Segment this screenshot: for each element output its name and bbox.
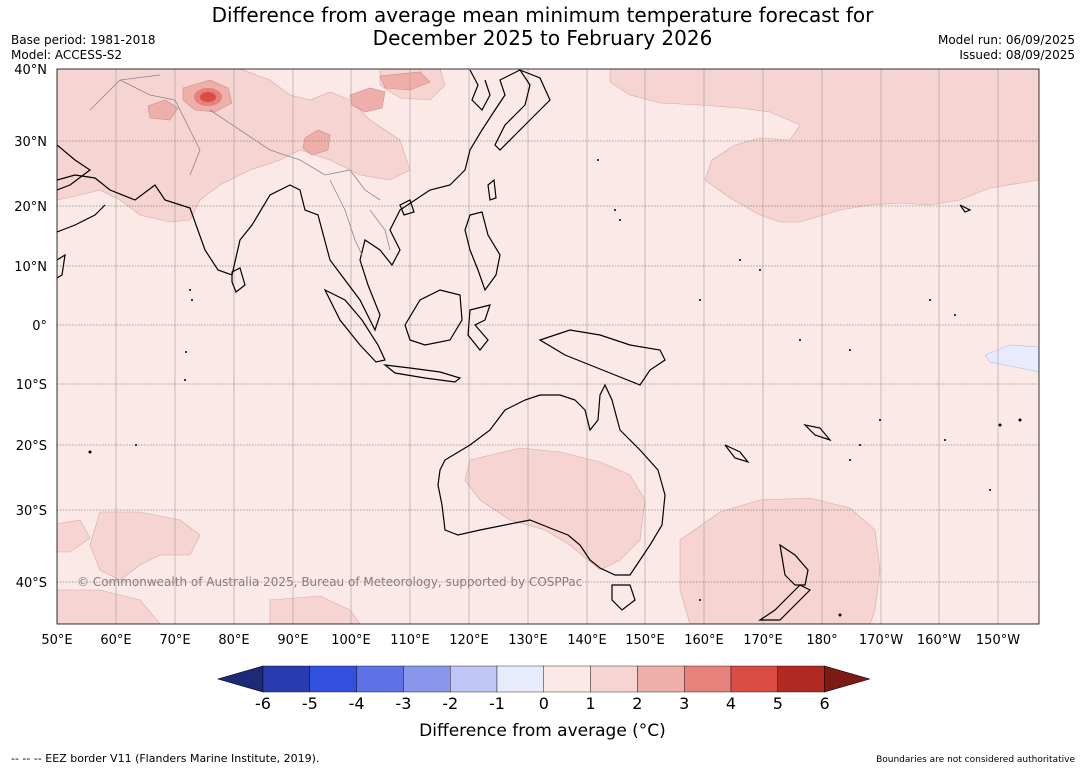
colorbar-title: Difference from average (°C) <box>419 721 666 741</box>
colorbar-segment <box>590 665 638 693</box>
lat-label: 40°N <box>14 63 47 78</box>
lat-label: 30°N <box>14 135 47 150</box>
title-line-1: Difference from average mean minimum tem… <box>211 3 874 27</box>
issued-date: Issued: 08/09/2025 <box>959 48 1075 62</box>
colorbar-tick-label: -5 <box>302 694 318 713</box>
colorbar-tick-label: -2 <box>442 694 458 713</box>
lon-label: 150°W <box>976 633 1020 648</box>
longitude-labels: 50°E 60°E 70°E 80°E 90°E 100°E 110°E 120… <box>41 633 1020 648</box>
colorbar-tick-label: -1 <box>489 694 505 713</box>
lon-label: 50°E <box>41 633 72 648</box>
country-borders <box>89 74 391 256</box>
lat-label: 10°S <box>16 378 47 393</box>
colorbar-segment <box>356 665 404 693</box>
colorbar-tick-label: 2 <box>632 694 642 713</box>
metadata-left: Base period: 1981-2018 Model: ACCESS-S2 <box>11 33 156 63</box>
colorbar-tick-label: 4 <box>726 694 736 713</box>
lon-label: 120°E <box>449 633 489 648</box>
map-frame <box>56 68 1040 625</box>
anomaly-1-2-regions <box>57 69 1039 624</box>
colorbar-segment <box>262 665 310 693</box>
lon-label: 100°E <box>331 633 371 648</box>
anomaly-4-5-region <box>200 92 216 102</box>
small-islands <box>88 159 1022 617</box>
lon-label: 80°E <box>218 633 249 648</box>
colorbar-segment <box>309 665 357 693</box>
coastlines <box>57 69 972 621</box>
graticule <box>57 69 999 624</box>
model-run: Model run: 06/09/2025 <box>937 33 1075 47</box>
lat-label: 30°S <box>16 504 47 519</box>
lon-label: 150°E <box>625 633 665 648</box>
colorbar-tick-label: 0 <box>539 694 549 713</box>
colorbar-tick-label: 6 <box>820 694 830 713</box>
eez-border-legend: -- -- -- EEZ border V11 (Flanders Marine… <box>11 752 320 765</box>
colorbar-segment <box>637 665 685 693</box>
latitude-labels: 40°N 30°N 20°N 10°N 0° 10°S 20°S 30°S 40… <box>14 63 47 591</box>
base-period: Base period: 1981-2018 <box>11 33 156 47</box>
colorbar-tick-label: -6 <box>255 694 271 713</box>
colorbar-tick-label: -3 <box>395 694 411 713</box>
lat-label: 20°S <box>16 439 47 454</box>
colorbar-segment <box>450 665 498 693</box>
colorbar-tick-label: 1 <box>586 694 596 713</box>
lon-label: 60°E <box>100 633 131 648</box>
model-name: Model: ACCESS-S2 <box>11 48 123 62</box>
lon-label: 160°E <box>684 633 724 648</box>
colorbar-max-arrow <box>824 665 871 693</box>
colorbar-tick-label: 5 <box>773 694 783 713</box>
lon-label: 180° <box>806 633 837 648</box>
colorbar-ticks: -6 -5 -4 -3 -2 -1 0 1 2 3 4 5 6 <box>255 694 830 713</box>
colorbar-segment <box>403 665 451 693</box>
colorbar-segments <box>216 665 871 693</box>
lat-label: 10°N <box>14 260 47 275</box>
copyright-notice: © Commonwealth of Australia 2025, Bureau… <box>77 575 583 589</box>
lon-label: 140°E <box>567 633 607 648</box>
lon-label: 170°W <box>859 633 903 648</box>
colorbar-tick-label: 3 <box>679 694 689 713</box>
anomaly-minus1-0-region <box>984 344 1039 373</box>
map-title: Difference from average mean minimum tem… <box>0 4 1085 50</box>
colorbar-segment <box>777 665 825 693</box>
lon-label: 130°E <box>508 633 548 648</box>
metadata-right: Model run: 06/09/2025 Issued: 08/09/2025 <box>938 33 1075 63</box>
lon-label: 110°E <box>390 633 430 648</box>
boundaries-disclaimer: Boundaries are not considered authoritat… <box>876 755 1075 765</box>
colorbar-segment <box>730 665 778 693</box>
colorbar-segment <box>496 665 544 693</box>
title-line-2: December 2025 to February 2026 <box>372 26 713 50</box>
lon-label: 160°W <box>917 633 961 648</box>
lon-label: 170°E <box>743 633 783 648</box>
colorbar-segment <box>684 665 732 693</box>
lat-label: 20°N <box>14 200 47 215</box>
colorbar-segment <box>543 665 591 693</box>
colorbar-tick-label: -4 <box>349 694 365 713</box>
map-area <box>57 69 1039 624</box>
lon-label: 90°E <box>277 633 308 648</box>
lat-label: 40°S <box>16 576 47 591</box>
lat-label: 0° <box>32 319 47 334</box>
colorbar-min-arrow <box>216 665 264 693</box>
lon-label: 70°E <box>159 633 190 648</box>
